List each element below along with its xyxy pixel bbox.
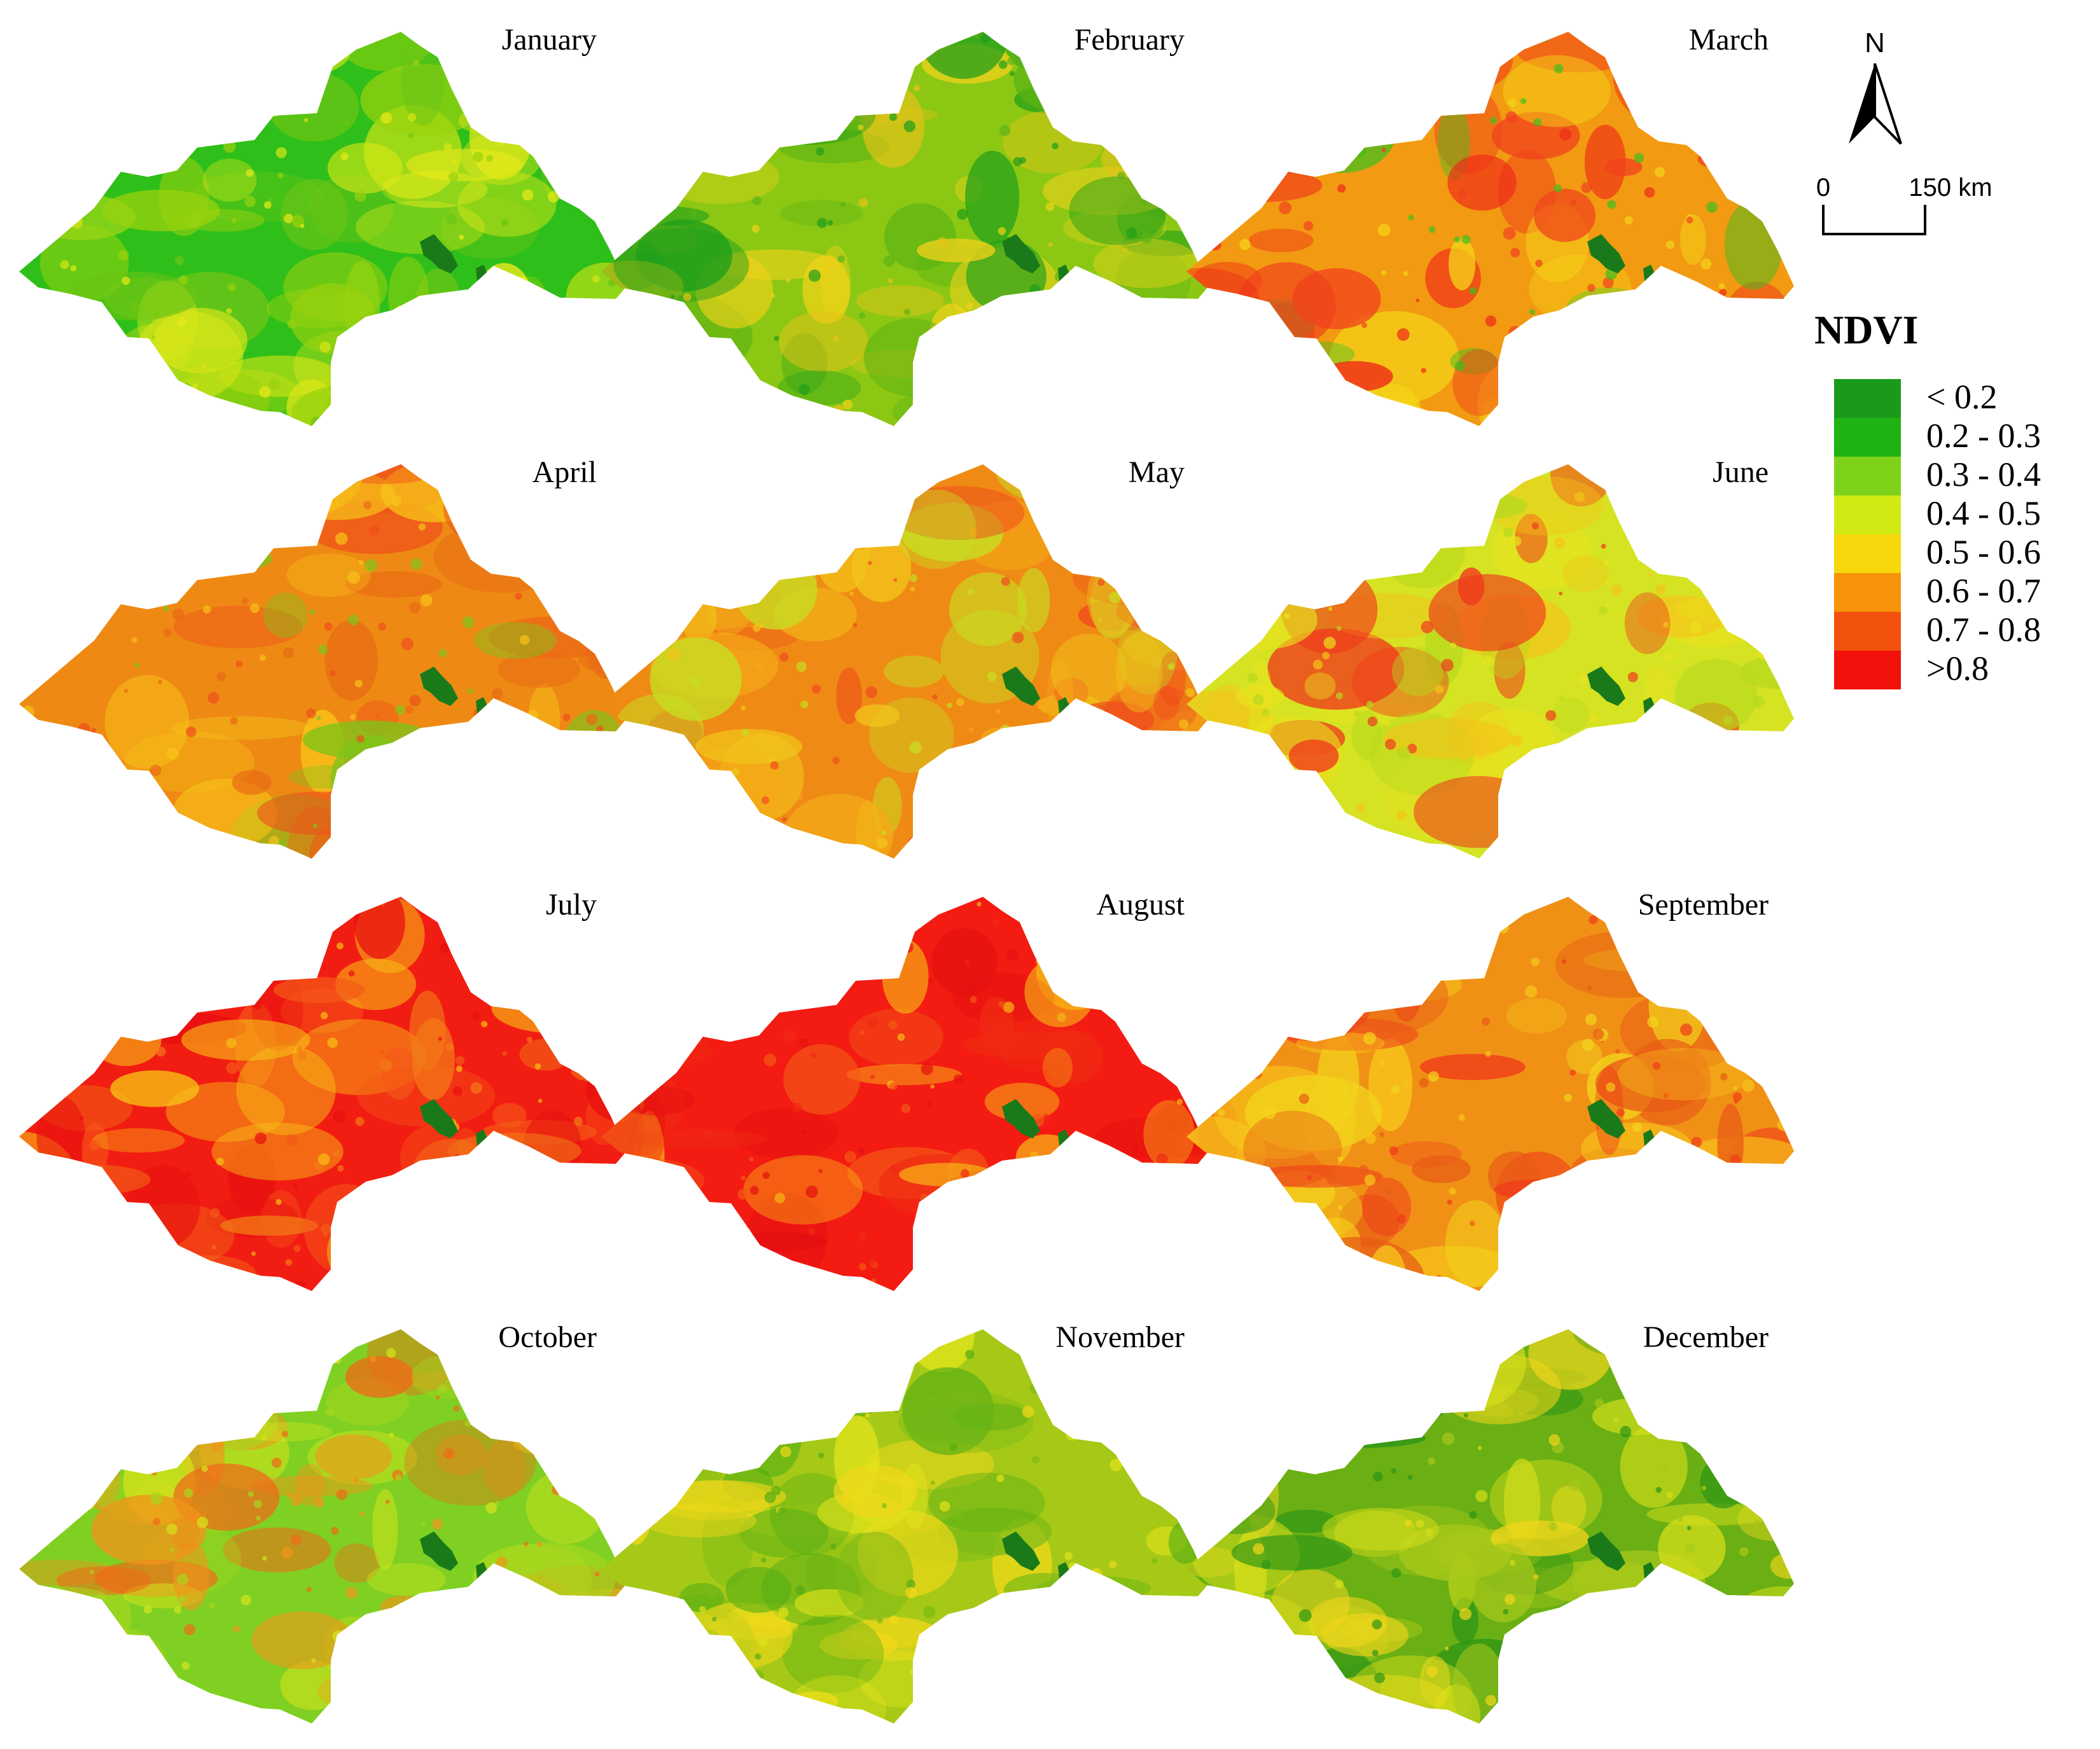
- month-label-march: March: [1689, 23, 1769, 57]
- legend-items: < 0.20.2 - 0.30.3 - 0.40.4 - 0.50.5 - 0.…: [1834, 378, 2041, 689]
- lake-october: [420, 1531, 458, 1571]
- map-region-december: [1186, 1329, 1794, 1724]
- map-region-september: [1186, 897, 1794, 1291]
- month-label-february: February: [1074, 23, 1185, 57]
- lake-may: [1002, 667, 1040, 706]
- month-label-july: July: [546, 888, 597, 922]
- legend-label: < 0.2: [1926, 378, 1997, 416]
- month-label-september: September: [1638, 888, 1769, 922]
- north-arrow: N: [1849, 27, 1902, 145]
- legend-label: >0.8: [1926, 649, 1989, 688]
- map-region-april: [19, 464, 627, 859]
- legend-title: NDVI: [1814, 307, 1919, 352]
- legend-swatch: [1834, 418, 1901, 457]
- lake-august: [1002, 1099, 1040, 1138]
- map-region-july: [19, 897, 627, 1291]
- map-panel-august: [601, 897, 1209, 1291]
- legend-label: 0.3 - 0.4: [1926, 455, 2041, 494]
- map-region-october: [19, 1329, 627, 1724]
- map-region-august: [601, 897, 1209, 1291]
- lake-february: [1002, 234, 1040, 273]
- month-label-june: June: [1713, 455, 1769, 489]
- lake-june: [1587, 667, 1625, 706]
- lake-september: [1587, 1099, 1625, 1138]
- map-panel-july: [19, 897, 627, 1291]
- month-map-grid: January February March April May June July Augu…: [19, 23, 1794, 1724]
- legend-label: 0.2 - 0.3: [1926, 417, 2041, 455]
- legend-swatch: [1834, 495, 1901, 534]
- scale-bar: 0 150 km: [1816, 174, 1992, 235]
- scale-bar-line: [1822, 205, 1926, 235]
- scale-bar-end-label: 150 km: [1909, 174, 1992, 202]
- map-panel-february: [601, 32, 1209, 426]
- map-panel-october: [19, 1329, 627, 1724]
- lake-december: [1587, 1531, 1625, 1571]
- map-region-march: [1186, 32, 1794, 426]
- scale-bar-start-label: 0: [1816, 174, 1830, 202]
- map-panel-january: [19, 32, 627, 426]
- legend-swatch: [1834, 573, 1901, 612]
- legend-label: 0.7 - 0.8: [1926, 611, 2041, 649]
- map-panel-may: [601, 464, 1209, 859]
- ndvi-legend: NDVI < 0.20.2 - 0.30.3 - 0.40.4 - 0.50.5…: [1814, 307, 2041, 689]
- lake-march: [1587, 234, 1625, 273]
- legend-label: 0.5 - 0.6: [1926, 533, 2041, 571]
- month-label-april: April: [532, 455, 597, 489]
- month-label-may: May: [1129, 455, 1185, 489]
- legend-swatch: [1834, 651, 1901, 689]
- map-panel-december: [1186, 1329, 1794, 1724]
- month-label-august: August: [1096, 888, 1185, 922]
- legend-label: 0.6 - 0.7: [1926, 572, 2041, 610]
- map-panel-march: [1186, 32, 1794, 426]
- map-panel-november: [601, 1329, 1209, 1724]
- legend-swatch: [1834, 534, 1901, 573]
- lake-january: [420, 234, 458, 273]
- north-arrow-icon-outline: [1874, 63, 1902, 145]
- legend-label: 0.4 - 0.5: [1926, 494, 2041, 532]
- map-region-november: [601, 1329, 1209, 1724]
- north-arrow-icon: [1849, 64, 1875, 144]
- lake-november: [1002, 1531, 1040, 1571]
- legend-swatch: [1834, 379, 1901, 418]
- map-panel-june: [1186, 464, 1794, 859]
- lake-july: [420, 1099, 458, 1138]
- map-panel-september: [1186, 897, 1794, 1291]
- map-region-january: [19, 32, 627, 426]
- map-region-february: [601, 32, 1209, 426]
- lake-april: [420, 667, 458, 706]
- legend-swatch: [1834, 612, 1901, 651]
- month-label-december: December: [1643, 1320, 1769, 1354]
- legend-swatch: [1834, 457, 1901, 495]
- map-region-june: [1186, 464, 1794, 859]
- north-arrow-label: N: [1865, 27, 1885, 59]
- map-region-may: [601, 464, 1209, 859]
- month-label-november: November: [1055, 1320, 1185, 1354]
- month-label-october: October: [498, 1320, 597, 1354]
- month-label-january: January: [502, 23, 597, 57]
- map-panel-april: [19, 464, 627, 859]
